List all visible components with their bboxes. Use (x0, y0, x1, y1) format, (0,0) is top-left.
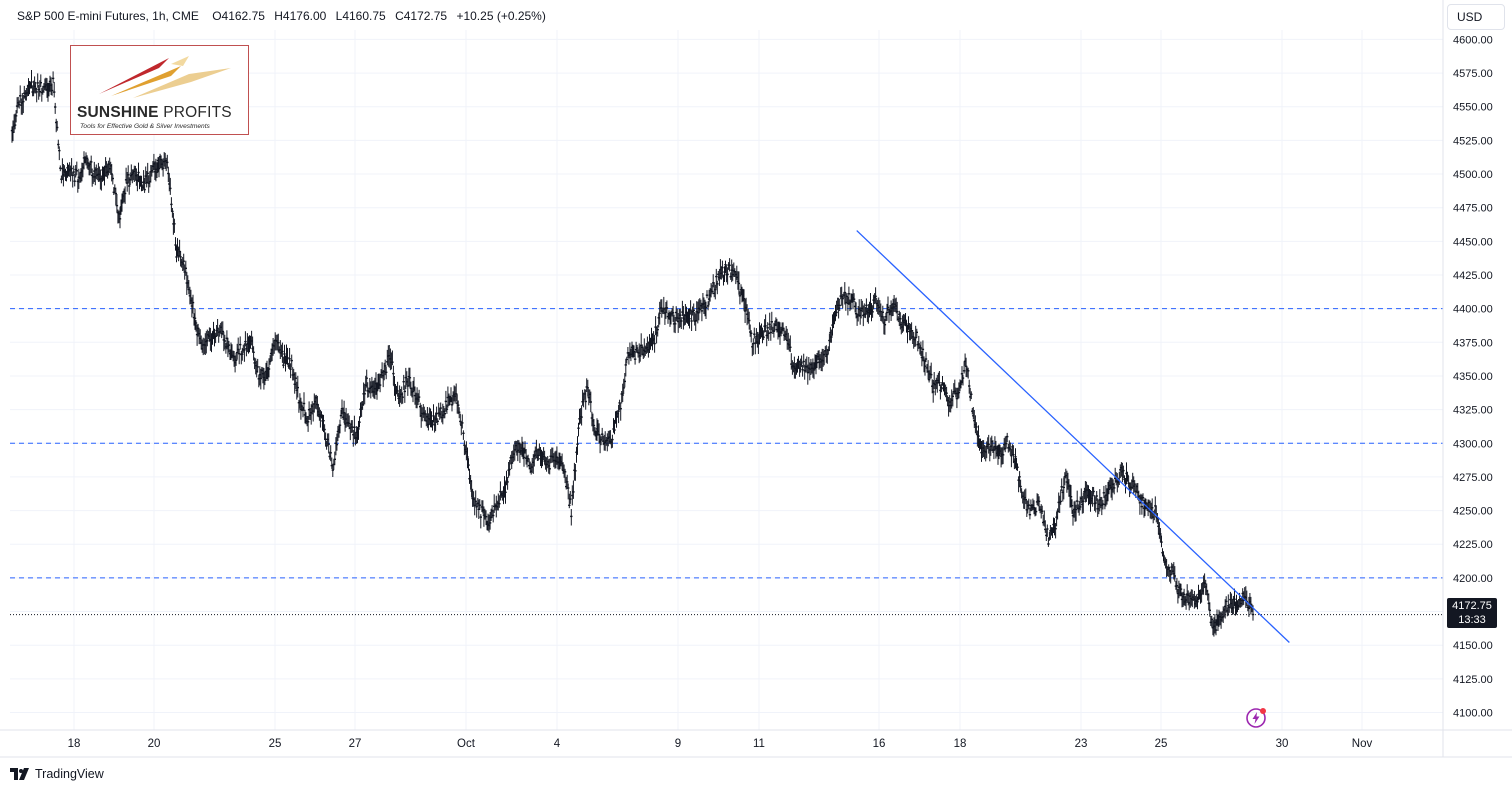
tradingview-logo-icon (10, 768, 29, 780)
y-tick-label: 4225.00 (1453, 539, 1493, 551)
y-tick-label: 4250.00 (1453, 506, 1493, 518)
y-tick-label: 4325.00 (1453, 405, 1493, 417)
ohlc-close: C4172.75 (395, 9, 448, 23)
x-tick-label: 9 (675, 738, 681, 750)
ohlc-open: O4162.75 (212, 9, 265, 23)
x-tick-label: 20 (148, 738, 161, 750)
y-tick-label: 4125.00 (1453, 674, 1493, 686)
y-tick-label: 4350.00 (1453, 371, 1493, 383)
ohlc-high: H4176.00 (274, 9, 327, 23)
ohlc-low: L4160.75 (335, 9, 386, 23)
y-tick-label: 4425.00 (1453, 270, 1493, 282)
x-tick-label: 30 (1276, 738, 1289, 750)
logo-tagline: Tools for Effective Gold & Silver Invest… (80, 123, 210, 130)
tradingview-brand[interactable]: TradingView (10, 767, 104, 781)
x-tick-label: 27 (349, 738, 362, 750)
currency-button[interactable]: USD (1447, 4, 1505, 30)
sunshine-profits-logo: SUNSHINE PROFITS Tools for Effective Gol… (70, 45, 249, 135)
trendline[interactable] (856, 230, 1290, 643)
trendline-segment (856, 230, 1290, 643)
x-tick-label: Oct (457, 738, 476, 750)
y-tick-label: 4200.00 (1453, 573, 1493, 585)
y-tick-label: 4600.00 (1453, 34, 1493, 46)
logo-name-thin: PROFITS (163, 104, 232, 121)
x-tick-label: 23 (1075, 738, 1088, 750)
y-tick-label: 4150.00 (1453, 640, 1493, 652)
last-price-badge: 4172.75 13:33 (1447, 598, 1497, 628)
y-tick-label: 4375.00 (1453, 337, 1493, 349)
x-tick-label: 18 (68, 738, 81, 750)
y-tick-label: 4300.00 (1453, 438, 1493, 450)
bar-countdown: 13:33 (1458, 614, 1486, 626)
price-series (10, 70, 1255, 637)
y-tick-label: 4550.00 (1453, 102, 1493, 114)
y-tick-label: 4100.00 (1453, 708, 1493, 720)
y-tick-label: 4450.00 (1453, 236, 1493, 248)
axes: 4100.004125.004150.004175.004200.004225.… (0, 0, 1512, 758)
last-price-value: 4172.75 (1452, 600, 1492, 612)
x-tick-label: Nov (1352, 738, 1373, 750)
y-tick-label: 4475.00 (1453, 203, 1493, 215)
chart-grid (10, 30, 1443, 730)
x-tick-label: 11 (753, 738, 765, 750)
x-tick-label: 25 (1155, 738, 1168, 750)
alert-bolt-icon[interactable] (1244, 706, 1268, 730)
tradingview-label: TradingView (35, 767, 104, 781)
x-tick-label: 18 (954, 738, 967, 750)
x-tick-label: 4 (554, 738, 561, 750)
y-tick-label: 4525.00 (1453, 135, 1493, 147)
y-tick-label: 4500.00 (1453, 169, 1493, 181)
x-tick-label: 25 (269, 738, 282, 750)
y-tick-label: 4275.00 (1453, 472, 1493, 484)
logo-name-bold: SUNSHINE (77, 104, 159, 121)
swoosh-icon (99, 56, 231, 98)
y-tick-label: 4400.00 (1453, 304, 1493, 316)
x-tick-label: 16 (873, 738, 886, 750)
ohlc-change: +10.25 (+0.25%) (456, 9, 546, 23)
symbol-title: S&P 500 E-mini Futures, 1h, CME (17, 9, 199, 23)
logo-name: SUNSHINE PROFITS (77, 104, 232, 122)
y-tick-label: 4575.00 (1453, 68, 1493, 80)
symbol-header: S&P 500 E-mini Futures, 1h, CME O4162.75… (17, 9, 552, 23)
horizontal-levels (10, 308, 1443, 616)
